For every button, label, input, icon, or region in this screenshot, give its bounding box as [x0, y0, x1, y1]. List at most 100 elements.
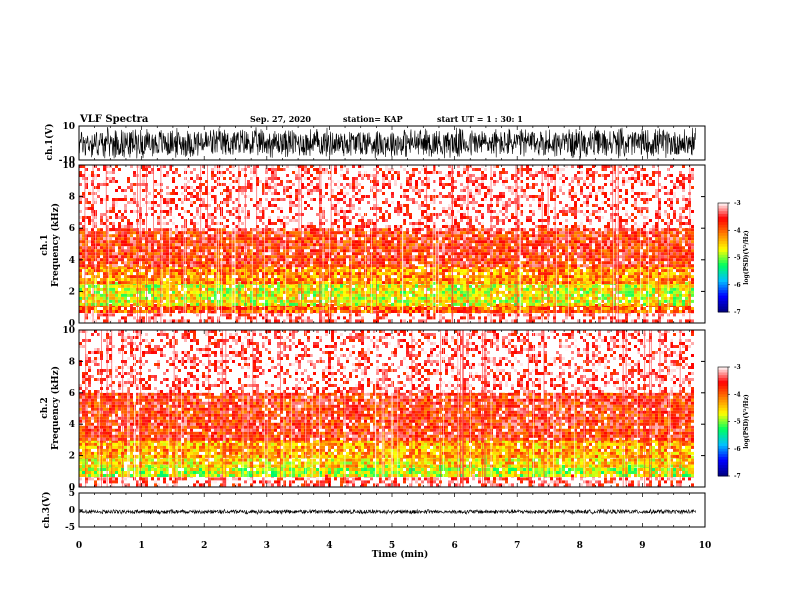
colorbar-cell — [718, 467, 728, 472]
x-tick-label: 1 — [138, 541, 144, 551]
y-tick-label: 5 — [69, 489, 75, 499]
colorbar-tick-label: -3 — [734, 200, 741, 207]
ch3-waveform-ylabel: ch.3(V) — [41, 492, 52, 529]
colorbar-cell — [718, 303, 728, 308]
ch2-spectrogram-ylabel: Frequency (kHz) — [50, 366, 61, 450]
x-tick-label: 9 — [639, 541, 645, 551]
y-tick-label: 2 — [69, 287, 75, 297]
colorbar-cell — [718, 273, 728, 278]
colorbar-cell — [718, 413, 728, 417]
colorbar-cell — [718, 377, 728, 382]
colorbar-cell — [718, 462, 728, 466]
colorbar-cell — [718, 443, 728, 447]
y-tick-label: 6 — [69, 389, 75, 399]
colorbar-cell — [718, 265, 728, 269]
colorbar-cell — [718, 405, 728, 409]
ch2-spectrogram-ylabel-top: ch.2 — [40, 397, 50, 418]
colorbar-cell — [718, 416, 728, 420]
colorbar-cell — [718, 238, 728, 242]
colorbar-cell — [718, 284, 728, 288]
colorbar-cell — [718, 465, 728, 469]
colorbar-tick-label: -3 — [734, 364, 741, 371]
colorbar-cell — [718, 287, 728, 291]
colorbar-tick-label: -6 — [734, 446, 741, 453]
ch1-waveform-ylabel: ch.1(V) — [44, 124, 55, 161]
colorbar-cell — [718, 257, 728, 261]
colorbar-cell — [718, 306, 728, 310]
x-tick-label: 5 — [389, 541, 395, 551]
colorbar-cell — [718, 227, 728, 231]
colorbar-cell — [718, 271, 728, 275]
x-tick-label: 8 — [577, 541, 583, 551]
colorbar-cell — [718, 290, 728, 294]
colorbar-cell — [718, 402, 728, 406]
y-tick-label: 2 — [69, 452, 75, 462]
colorbar-cell — [718, 205, 728, 209]
colorbar-cell — [718, 279, 728, 283]
colorbar-cell — [718, 375, 728, 379]
colorbar-cell — [718, 440, 728, 444]
colorbar-cell — [718, 230, 728, 234]
colorbar-cell — [718, 418, 728, 422]
colorbar-cell — [718, 219, 728, 223]
colorbar-tick-label: -7 — [734, 309, 741, 316]
station-label: station= KAP — [343, 114, 403, 124]
ch1-spectrogram-panel: 0 2 4 6 8 10 — [62, 161, 706, 329]
colorbar-label: log(PSD)(V²/Hz) — [743, 394, 750, 449]
colorbar-cell — [718, 372, 728, 376]
x-tick-label: 6 — [451, 541, 457, 551]
colorbar-cell — [718, 426, 728, 431]
colorbar-cell — [718, 309, 728, 313]
x-tick-label: 0 — [76, 541, 82, 551]
colorbar-tick-label: -5 — [734, 419, 741, 426]
colorbar-cell — [718, 394, 728, 398]
colorbar-cell — [718, 388, 728, 393]
x-tick-label: 3 — [264, 541, 270, 551]
colorbar-cell — [718, 282, 728, 286]
ch3-waveform-trace — [78, 508, 696, 516]
colorbar-cell — [718, 391, 728, 395]
colorbar-cell — [718, 235, 728, 239]
ch2-spectrogram-cells — [79, 330, 694, 487]
x-tick-label: 2 — [201, 541, 207, 551]
colorbar-cell — [718, 396, 728, 401]
ch1-spectrogram-ylabel-top: ch.1 — [40, 234, 50, 255]
colorbar-cell — [718, 383, 728, 387]
y-tick-label: -5 — [65, 523, 75, 533]
y-tick-label: 0 — [69, 506, 75, 516]
colorbar-cell — [718, 429, 728, 433]
colorbar-cell — [718, 432, 728, 436]
colorbar-cell — [718, 473, 728, 477]
colorbar-cell — [718, 298, 728, 302]
colorbar-cell — [718, 246, 728, 250]
colorbar-cell — [718, 446, 728, 450]
colorbar-cell — [718, 232, 728, 237]
colorbar-cell — [718, 295, 728, 299]
y-tick-label: 10 — [62, 122, 75, 132]
figure-title: VLF Spectra — [79, 114, 149, 125]
y-tick-label: 8 — [69, 357, 75, 367]
y-tick-label: 10 — [62, 326, 75, 336]
y-tick-label: 4 — [69, 420, 75, 430]
colorbar-cell — [718, 456, 728, 461]
colorbar-cell — [718, 211, 728, 215]
y-tick-label: 0 — [69, 319, 75, 329]
colorbar-tick-label: -6 — [734, 282, 741, 289]
colorbar-cell — [718, 243, 728, 248]
colorbar-cell — [718, 454, 728, 458]
colorbar-tick-label: -4 — [734, 391, 741, 398]
colorbar-cell — [718, 249, 728, 253]
colorbar-cell — [718, 224, 728, 229]
ch1-waveform-trace — [78, 127, 696, 159]
time-axis-label: Time (min) — [372, 549, 429, 560]
ch1-spectrogram-ylabel: Frequency (kHz) — [50, 203, 61, 287]
ch2-colorbar: -3 -4 -5 -6 -7 log(PSD)(V²/Hz) — [717, 364, 750, 480]
x-tick-label: 10 — [699, 541, 712, 551]
colorbar-cell — [718, 451, 728, 455]
colorbar-cell — [718, 369, 728, 373]
colorbar-cell — [718, 407, 728, 412]
time-axis-ticks: 0 1 2 3 4 5 6 7 8 9 10 — [76, 541, 711, 551]
colorbar-cell — [718, 459, 728, 463]
colorbar-tick-label: -7 — [734, 473, 741, 480]
